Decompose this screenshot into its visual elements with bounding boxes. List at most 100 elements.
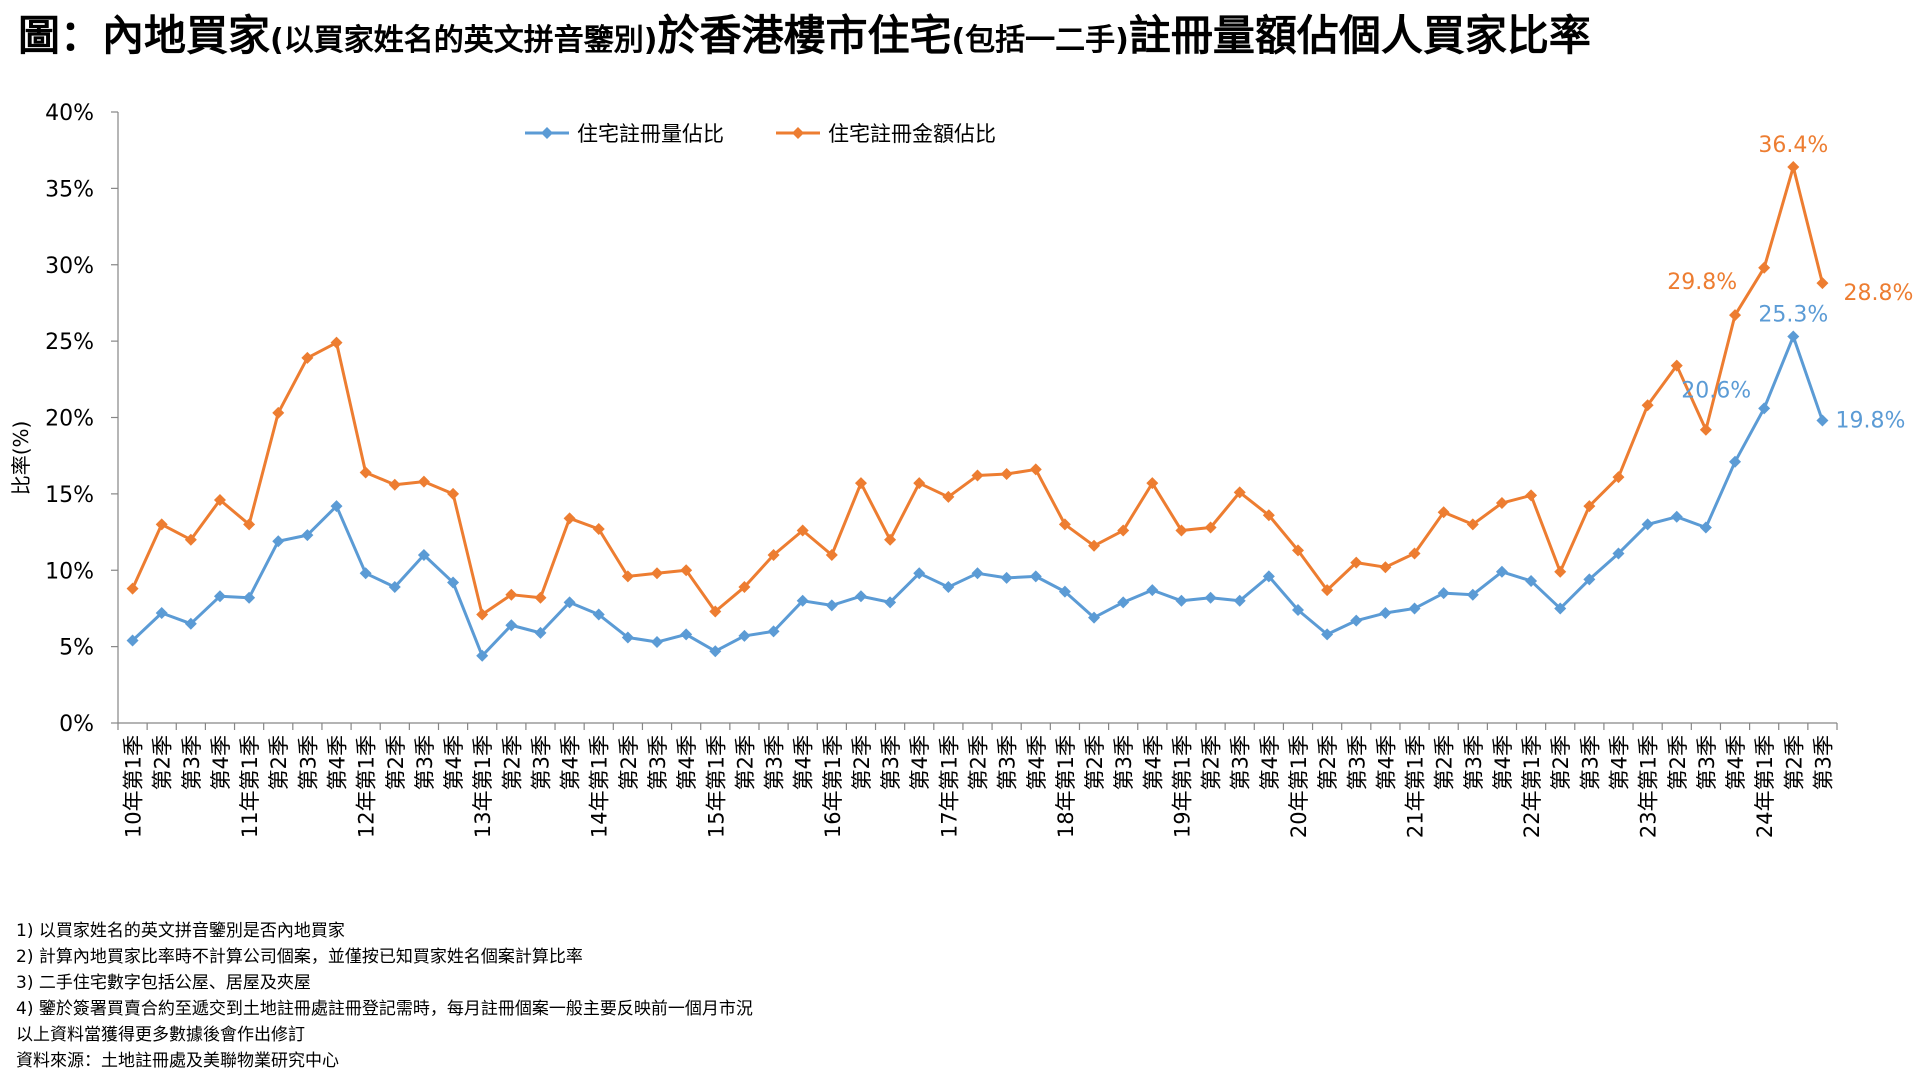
data-point <box>1437 506 1450 519</box>
data-label: 25.3% <box>1758 303 1828 328</box>
x-tick-label: 第3季 <box>1345 735 1369 790</box>
footnotes: 1) 以買家姓名的英文拼音鑒別是否內地買家 2) 計算內地買家比率時不計算公司個… <box>16 918 753 1074</box>
data-point <box>359 466 372 479</box>
x-tick-label: 第4季 <box>1141 735 1165 790</box>
x-tick-label: 第2季 <box>850 735 874 790</box>
data-point <box>1495 497 1508 510</box>
data-point <box>884 596 897 609</box>
x-tick-label: 第4季 <box>442 735 466 790</box>
x-tick-label: 16年第1季 <box>821 735 845 838</box>
y-axis-label: 比率(%) <box>9 421 33 496</box>
title-part-3: 於香港樓市住宅 <box>657 11 952 60</box>
data-point <box>1554 565 1567 578</box>
data-point <box>1262 570 1275 583</box>
data-point <box>1758 402 1771 415</box>
data-point <box>1408 547 1421 560</box>
x-tick-label: 第2季 <box>617 735 641 790</box>
data-point <box>621 570 634 583</box>
data-point <box>1495 565 1508 578</box>
data-point <box>1641 518 1654 531</box>
x-tick-label: 第3季 <box>180 735 204 790</box>
data-point <box>417 548 430 561</box>
data-point <box>1583 500 1596 513</box>
x-tick-label: 第3季 <box>413 735 437 790</box>
x-tick-label: 第3季 <box>1578 735 1602 790</box>
data-point <box>272 535 285 548</box>
x-tick-label: 第3季 <box>1695 735 1719 790</box>
x-tick-label: 第3季 <box>646 735 670 790</box>
footnote-1: 1) 以買家姓名的英文拼音鑒別是否內地買家 <box>16 921 345 941</box>
data-point <box>1088 539 1101 552</box>
data-point <box>796 524 809 537</box>
data-point <box>563 512 576 525</box>
data-point <box>854 590 867 603</box>
x-tick-label: 10年第1季 <box>122 735 146 838</box>
data-point <box>1291 603 1304 616</box>
data-point <box>505 619 518 632</box>
data-point <box>971 567 984 580</box>
data-point <box>1233 486 1246 499</box>
x-tick-label: 第4季 <box>559 735 583 790</box>
y-tick-label: 25% <box>45 330 94 355</box>
x-tick-label: 13年第1季 <box>471 735 495 838</box>
data-point <box>126 582 139 595</box>
title-part-1: 圖：內地買家 <box>18 11 271 60</box>
data-point <box>330 500 343 513</box>
data-point <box>184 617 197 630</box>
data-point <box>1117 596 1130 609</box>
data-point <box>1525 574 1538 587</box>
legend-marker <box>792 127 804 139</box>
x-tick-label: 第4季 <box>1258 735 1282 790</box>
data-point <box>1058 518 1071 531</box>
data-point <box>359 567 372 580</box>
data-point <box>534 626 547 639</box>
footnote-revision: 以上資料當獲得更多數據後會作出修訂 <box>16 1025 305 1045</box>
data-point <box>825 548 838 561</box>
data-point <box>1466 518 1479 531</box>
x-tick-label: 20年第1季 <box>1287 735 1311 838</box>
data-point <box>1029 463 1042 476</box>
x-tick-label: 第3季 <box>1811 735 1835 790</box>
data-point <box>301 351 314 364</box>
legend-entry: 住宅註冊金額佔比 <box>828 122 996 146</box>
data-point <box>1612 547 1625 560</box>
data-point <box>301 529 314 542</box>
data-point <box>854 477 867 490</box>
data-point <box>651 636 664 649</box>
y-tick-label: 15% <box>45 483 94 508</box>
data-point <box>1466 588 1479 601</box>
x-tick-label: 第3季 <box>296 735 320 790</box>
data-point <box>184 533 197 546</box>
data-point <box>243 591 256 604</box>
x-tick-label: 24年第1季 <box>1753 735 1777 838</box>
data-point <box>942 490 955 503</box>
chart-title: 圖：內地買家(以買家姓名的英文拼音鑒別)於香港樓市住宅(包括一二手)註冊量額佔個… <box>18 6 1591 71</box>
x-tick-label: 15年第1季 <box>704 735 728 838</box>
data-point <box>1612 471 1625 484</box>
x-tick-label: 第2季 <box>151 735 175 790</box>
y-tick-label: 5% <box>59 636 94 661</box>
x-tick-label: 第4季 <box>1374 735 1398 790</box>
title-part-4: (包括一二手) <box>951 23 1129 58</box>
data-point <box>330 336 343 349</box>
legend-marker <box>541 127 553 139</box>
data-point <box>1175 594 1188 607</box>
x-tick-label: 第2季 <box>1782 735 1806 790</box>
data-point <box>796 594 809 607</box>
data-point <box>651 567 664 580</box>
y-tick-label: 10% <box>45 559 94 584</box>
footnote-4: 4) 鑒於簽署買賣合約至遞交到土地註冊處註冊登記需時，每月註冊個案一般主要反映前… <box>16 999 753 1019</box>
data-point <box>942 581 955 594</box>
x-tick-label: 第4季 <box>792 735 816 790</box>
data-point <box>1175 524 1188 537</box>
series-line <box>131 165 1824 617</box>
footnote-3: 3) 二手住宅數字包括公屋、居屋及夾屋 <box>16 973 311 993</box>
data-point <box>1583 573 1596 586</box>
data-point <box>592 523 605 536</box>
data-point <box>388 478 401 491</box>
x-tick-label: 第4季 <box>1025 735 1049 790</box>
data-point <box>272 406 285 419</box>
data-point <box>1641 399 1654 412</box>
data-point <box>1291 544 1304 557</box>
data-point <box>1699 521 1712 534</box>
